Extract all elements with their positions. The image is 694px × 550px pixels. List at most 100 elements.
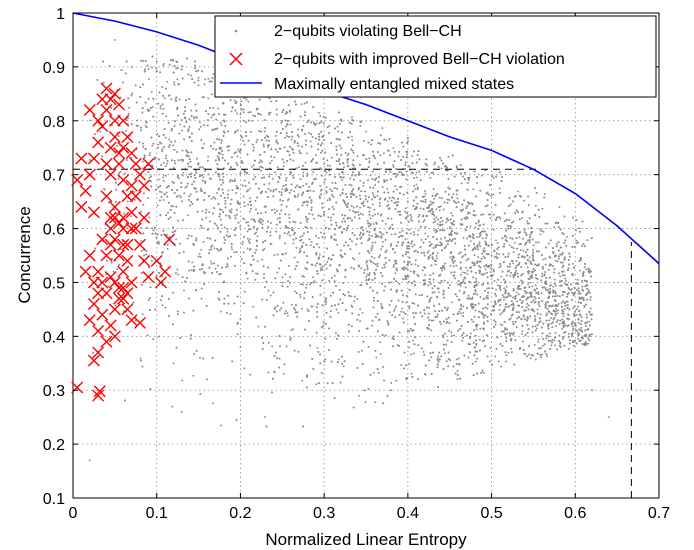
gray-dot [577,305,579,308]
gray-dot [447,155,450,158]
gray-dot [255,141,258,144]
gray-dot [499,265,502,268]
gray-dot [175,67,177,70]
gray-dot [357,173,360,176]
gray-dot [513,363,516,366]
gray-dot [309,189,312,192]
gray-dot [194,187,197,190]
gray-dot [360,267,363,270]
gray-dot [195,349,198,352]
gray-dot [94,247,97,250]
gray-dot [158,272,160,274]
gray-dot [204,169,207,172]
gray-dot [312,106,315,109]
gray-dot [337,160,340,163]
gray-dot [255,231,258,234]
gray-dot [278,357,281,360]
gray-dot [529,281,532,284]
gray-dot [582,297,585,300]
gray-dot [518,243,521,246]
gray-dot [587,289,590,292]
gray-dot [307,217,309,220]
gray-dot [188,195,191,198]
gray-dot [220,146,223,149]
gray-dot [427,235,429,238]
gray-dot [351,257,354,260]
gray-dot [362,340,365,343]
gray-dot [475,222,478,225]
gray-dot [465,266,468,269]
gray-dot [460,172,463,175]
gray-dot [402,317,404,320]
gray-dot [555,243,558,245]
gray-dot [557,257,560,260]
gray-dot [476,357,479,360]
gray-dot [405,170,408,173]
gray-dot [156,233,159,236]
gray-dot [573,322,576,325]
gray-dot [200,187,202,190]
gray-dot [185,121,188,124]
gray-dot [362,200,365,203]
gray-dot [251,143,254,146]
gray-dot [403,174,405,176]
gray-dot [585,298,588,301]
gray-dot [288,265,290,267]
gray-dot [456,295,458,298]
gray-dot [191,202,194,205]
gray-dot [293,256,296,259]
gray-dot [403,367,405,370]
gray-dot [392,146,395,149]
gray-dot [190,235,193,238]
gray-dot [375,356,378,359]
gray-dot [433,218,436,221]
gray-dot [359,179,362,182]
gray-dot [313,178,316,181]
gray-dot [518,236,521,239]
gray-dot [143,70,146,73]
gray-dot [180,118,183,121]
gray-dot [219,249,222,251]
gray-dot [503,243,506,245]
gray-dot [270,148,273,151]
gray-dot [271,377,274,380]
gray-dot [315,253,318,256]
gray-dot [335,337,338,340]
gray-dot [147,67,150,70]
gray-dot [366,266,369,269]
gray-dot [553,271,556,274]
gray-dot [530,291,533,294]
gray-dot [286,150,289,153]
gray-dot [110,261,113,264]
gray-dot [148,176,151,179]
gray-dot [192,374,195,377]
gray-dot [167,211,169,214]
gray-dot [573,305,576,307]
gray-dot [531,249,534,251]
gray-dot [585,268,588,271]
gray-dot [92,351,95,354]
gray-dot [412,205,415,208]
gray-dot [143,68,146,71]
gray-dot [274,171,277,174]
gray-dot [482,223,485,226]
gray-dot [433,197,436,200]
gray-dot [368,231,371,233]
gray-dot [359,212,362,215]
gray-dot [434,246,437,248]
gray-dot [509,237,512,239]
gray-dot [509,262,511,265]
gray-dot [308,283,311,286]
gray-dot [321,279,324,282]
gray-dot [215,224,218,227]
gray-dot [342,293,345,296]
gray-dot [262,265,265,268]
gray-dot [424,198,427,201]
gray-dot [526,323,529,326]
gray-dot [173,181,175,184]
gray-dot [554,259,557,262]
gray-dot [335,160,338,162]
gray-dot [315,234,318,237]
gray-dot [247,224,250,227]
gray-dot [459,312,462,315]
